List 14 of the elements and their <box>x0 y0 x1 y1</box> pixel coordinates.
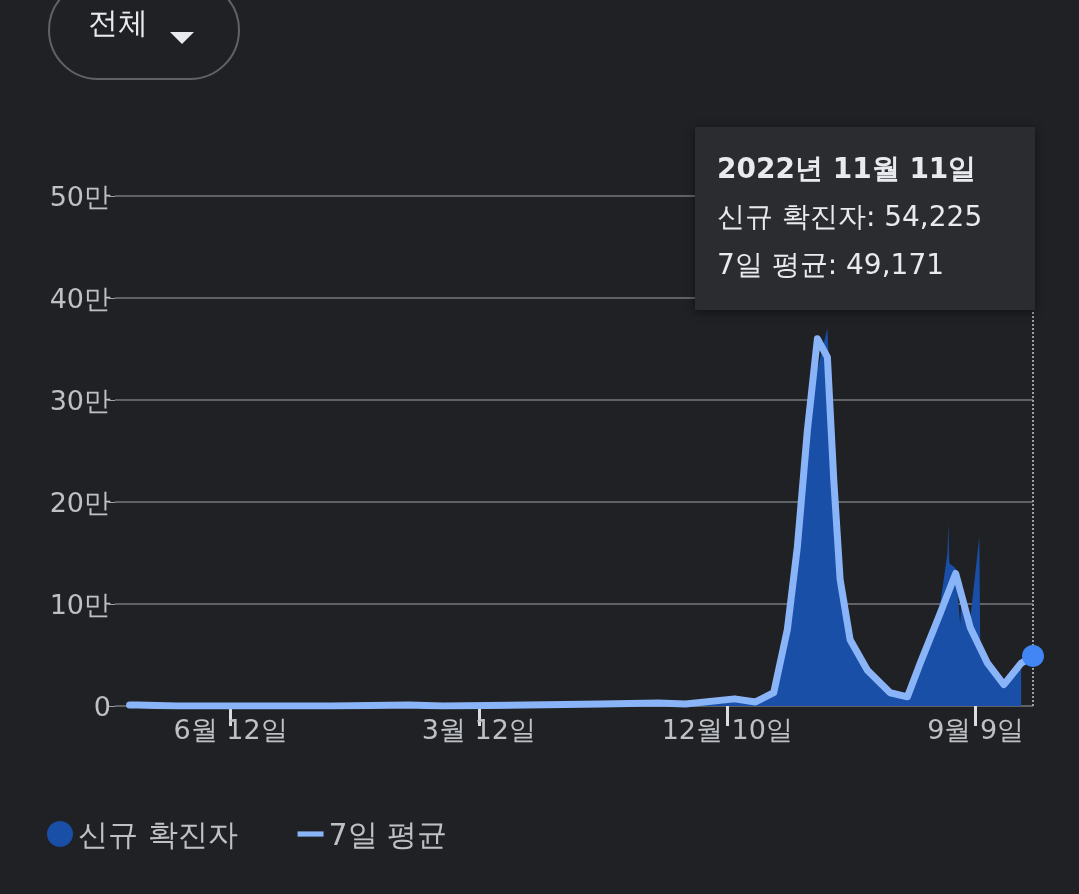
x-tick-label: 12월 10일 <box>661 714 793 745</box>
y-tick-label: 10만 <box>49 588 111 620</box>
annotation: 2022년 11월 11일 신규 확진자: 54,225 7일 평균: 49,171 <box>717 151 984 283</box>
y-tick-label: 50만 <box>49 180 111 212</box>
text: 전체 <box>88 4 148 42</box>
y-tick-label: 40만 <box>49 282 111 314</box>
legend-label: 신규 확진자 <box>78 816 238 852</box>
x-tick-label: 9월 9일 <box>927 714 1025 745</box>
y-tick-label: 30만 <box>49 384 111 416</box>
x-tick-label: 3월 12일 <box>421 714 536 745</box>
y-tick-label: 0 <box>93 690 111 722</box>
legend-label: 7일 평균 <box>328 816 448 852</box>
y-tick-label: 20만 <box>49 486 111 518</box>
x-tick-label: 6월 12일 <box>173 714 288 745</box>
